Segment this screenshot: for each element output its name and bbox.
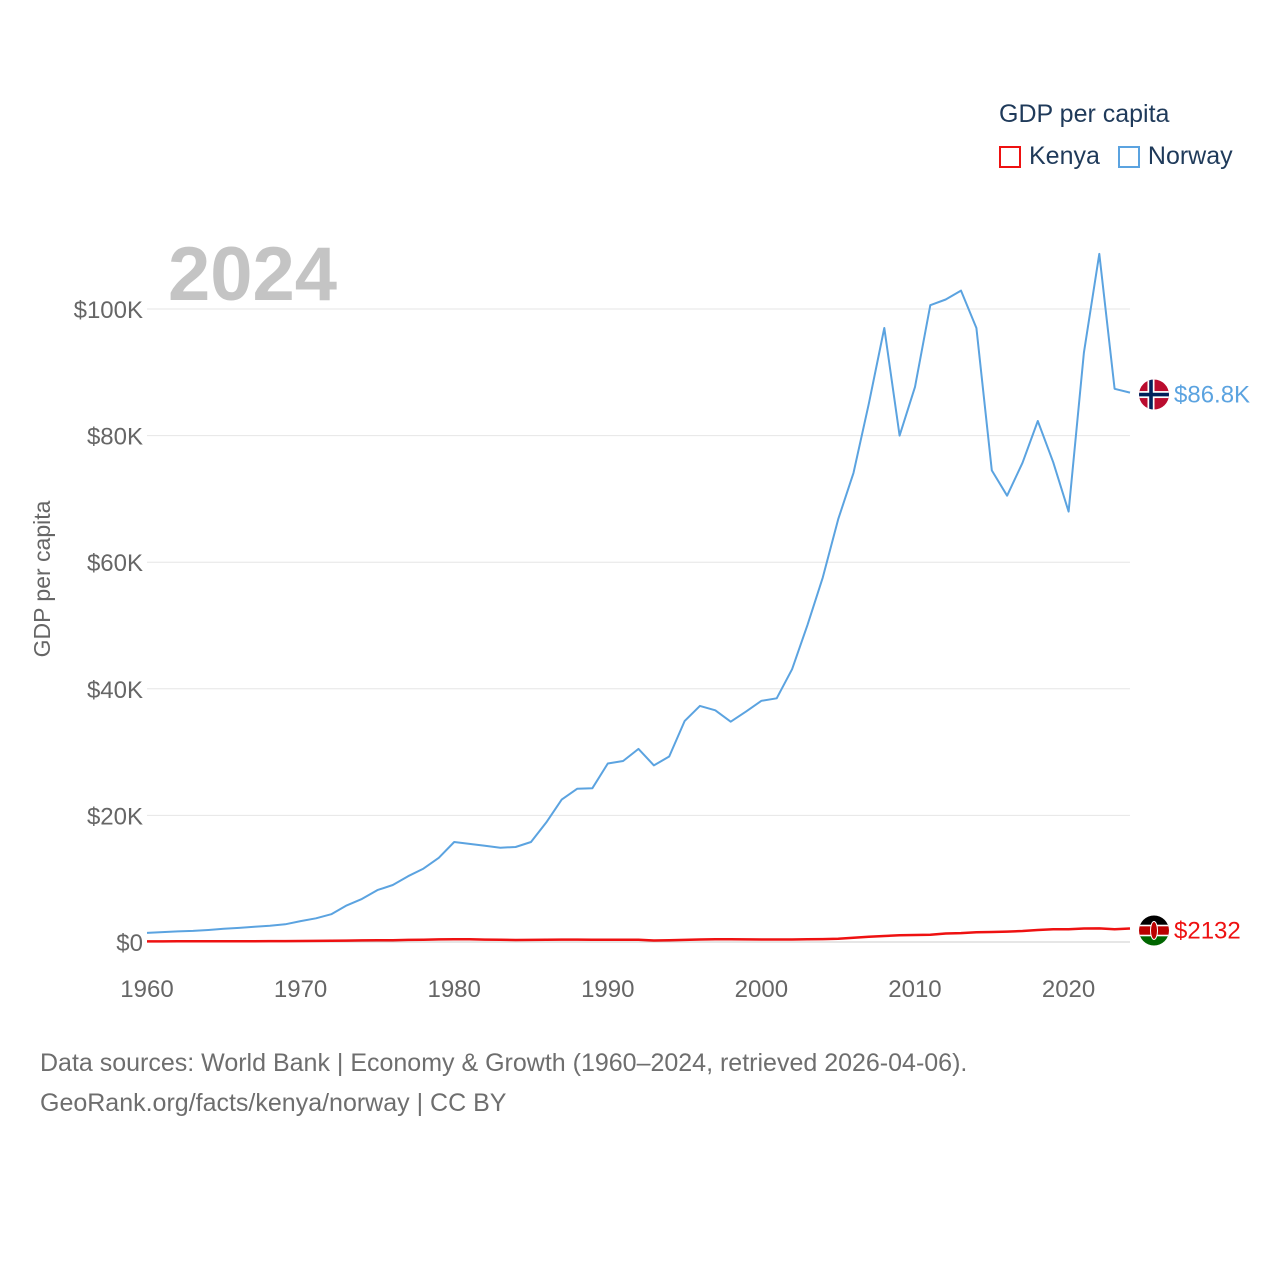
- legend-label-norway: Norway: [1147, 142, 1233, 170]
- grid-lines: [147, 308, 1130, 943]
- y-tick-label: $20K: [87, 803, 143, 830]
- y-axis-label: GDP per capita: [29, 500, 55, 657]
- legend: Kenya Norway: [999, 142, 1251, 171]
- y-tick-label: $80K: [87, 424, 143, 451]
- footer-sources: Data sources: World Bank | Economy & Gro…: [40, 1049, 968, 1077]
- series-lines: [146, 252, 1131, 943]
- end-markers: $2132 $86.8K: [1139, 379, 1250, 946]
- series-line-norway: [146, 252, 1131, 934]
- x-tick-label: 1970: [274, 976, 327, 1003]
- end-value-label-kenya: $2132: [1174, 918, 1241, 945]
- legend-label-kenya: Kenya: [1029, 142, 1100, 170]
- legend-item-kenya[interactable]: Kenya: [999, 142, 1100, 171]
- legend-item-norway[interactable]: Norway: [1117, 142, 1233, 171]
- legend-swatch-norway: [1117, 145, 1140, 168]
- y-tick-label: $0: [116, 930, 143, 957]
- footer: Data sources: World Bank | Economy & Gro…: [40, 1043, 967, 1123]
- footer-link[interactable]: GeoRank.org/facts/kenya/norway | CC BY: [40, 1089, 507, 1117]
- end-value-label-norway: $86.8K: [1174, 382, 1250, 409]
- legend-swatch-kenya: [999, 145, 1021, 168]
- flag-marker-norway: [1139, 379, 1169, 410]
- x-tick-label: 2000: [735, 976, 788, 1003]
- flag-marker-kenya: [1139, 915, 1169, 946]
- x-tick-label: 2020: [1042, 976, 1095, 1003]
- legend-title: GDP per capita: [999, 100, 1170, 128]
- x-tick-label: 2010: [888, 976, 941, 1003]
- x-tick-label: 1980: [427, 976, 480, 1003]
- year-watermark: 2024: [168, 232, 337, 317]
- y-tick-label: $100K: [74, 297, 143, 324]
- x-tick-label: 1990: [581, 976, 634, 1003]
- y-tick-label: $60K: [87, 550, 143, 577]
- x-tick-label: 1960: [120, 976, 173, 1003]
- axes: $0 $20K $40K $60K $80K $100K 1960 1970 1980 1990 2…: [74, 297, 1096, 1003]
- y-tick-label: $40K: [87, 677, 143, 704]
- series-line-kenya: [147, 927, 1131, 943]
